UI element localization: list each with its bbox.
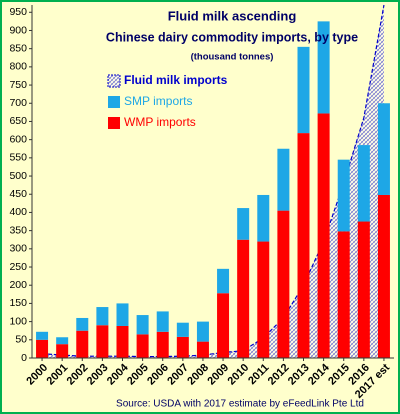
y-tick-label: 50 [15, 334, 27, 346]
bar [297, 46, 310, 134]
bar [96, 325, 109, 358]
y-tick-label: 0 [21, 352, 27, 364]
chart-title: Fluid milk ascending [168, 8, 297, 23]
y-tick-label: 700 [9, 97, 27, 109]
y-tick-label: 750 [9, 79, 27, 91]
bar [277, 148, 290, 211]
bar [357, 221, 370, 358]
bar [337, 159, 350, 232]
bar [76, 330, 89, 358]
y-tick-label: 150 [9, 297, 27, 309]
bar [56, 337, 69, 345]
unit-note: (thousand tonnes) [191, 52, 274, 63]
y-tick-label: 250 [9, 261, 27, 273]
bar [36, 331, 49, 340]
bar [56, 344, 69, 358]
bar [377, 103, 390, 195]
area-fill [42, 5, 384, 358]
bar [96, 307, 109, 326]
y-tick-label: 850 [9, 42, 27, 54]
y-tick-label: 350 [9, 224, 27, 236]
y-tick-label: 800 [9, 61, 27, 73]
legend-swatch [108, 117, 120, 129]
y-tick-label: 550 [9, 152, 27, 164]
bar [176, 336, 189, 358]
bar [377, 194, 390, 358]
bar [116, 325, 129, 358]
bar [337, 231, 350, 358]
legend-swatch [107, 74, 121, 88]
y-tick-label: 400 [9, 206, 27, 218]
y-tick-label: 200 [9, 279, 27, 291]
y-tick-label: 900 [9, 24, 27, 36]
bar [36, 339, 49, 358]
bar [317, 21, 330, 114]
bar [257, 241, 270, 358]
legend-label: Fluid milk imports [124, 73, 228, 87]
bar [136, 334, 149, 358]
bar [196, 321, 209, 342]
bar [196, 341, 209, 358]
y-tick-label: 650 [9, 115, 27, 127]
bar [297, 133, 310, 358]
bar [237, 208, 250, 240]
bar [176, 322, 189, 337]
bar [136, 315, 149, 335]
bar [116, 303, 129, 326]
y-tick-label: 100 [9, 315, 27, 327]
bar [257, 194, 270, 242]
bar [217, 268, 230, 294]
bar [156, 311, 169, 332]
y-tick-label: 600 [9, 133, 27, 145]
bar [317, 113, 330, 359]
source-note: Source: USDA with 2017 estimate by eFeed… [116, 399, 364, 410]
chart-subtitle: Chinese dairy commodity imports, by type [106, 30, 358, 44]
y-tick-label: 450 [9, 188, 27, 200]
bar [76, 317, 89, 331]
legend-label: WMP imports [124, 115, 196, 129]
bar [217, 293, 230, 358]
y-tick-label: 500 [9, 170, 27, 182]
y-tick-label: 300 [9, 243, 27, 255]
bar [237, 239, 250, 358]
bar [357, 145, 370, 222]
y-tick-label: 950 [9, 6, 27, 18]
bar [277, 210, 290, 358]
bar [156, 331, 169, 358]
legend-label: SMP imports [124, 94, 192, 108]
legend-swatch [108, 96, 120, 108]
